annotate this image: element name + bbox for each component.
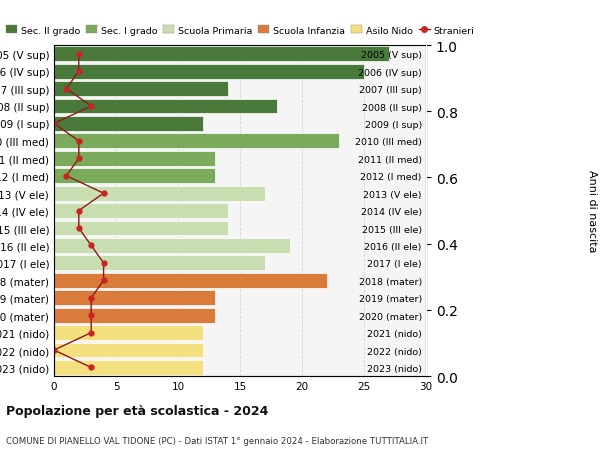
Bar	[54, 360, 203, 375]
Bar	[54, 291, 215, 306]
Text: Popolazione per età scolastica - 2024: Popolazione per età scolastica - 2024	[6, 404, 268, 417]
Bar	[54, 134, 339, 149]
Bar	[54, 47, 389, 62]
Text: COMUNE DI PIANELLO VAL TIDONE (PC) - Dati ISTAT 1° gennaio 2024 - Elaborazione T: COMUNE DI PIANELLO VAL TIDONE (PC) - Dat…	[6, 436, 428, 445]
Bar	[54, 256, 265, 271]
Bar	[54, 204, 227, 218]
Text: Anni di nascita: Anni di nascita	[587, 170, 597, 252]
Bar	[54, 186, 265, 201]
Legend: Sec. II grado, Sec. I grado, Scuola Primaria, Scuola Infanzia, Asilo Nido, Stran: Sec. II grado, Sec. I grado, Scuola Prim…	[2, 22, 478, 39]
Bar	[54, 151, 215, 166]
Bar	[54, 221, 227, 236]
Bar	[54, 308, 215, 323]
Bar	[54, 343, 203, 358]
Bar	[54, 169, 215, 184]
Bar	[54, 100, 277, 114]
Bar	[54, 325, 203, 340]
Bar	[54, 273, 327, 288]
Bar	[54, 82, 227, 97]
Bar	[54, 239, 290, 253]
Bar	[54, 65, 364, 79]
Bar	[54, 117, 203, 132]
